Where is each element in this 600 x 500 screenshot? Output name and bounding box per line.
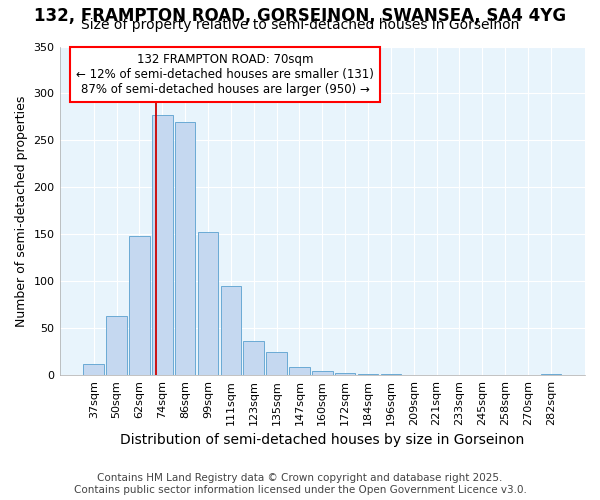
Bar [312, 372, 332, 375]
Bar [175, 122, 196, 375]
Text: Contains HM Land Registry data © Crown copyright and database right 2025.
Contai: Contains HM Land Registry data © Crown c… [74, 474, 526, 495]
Bar [289, 366, 310, 375]
Bar [358, 374, 378, 375]
Bar [83, 364, 104, 375]
X-axis label: Distribution of semi-detached houses by size in Gorseinon: Distribution of semi-detached houses by … [120, 434, 524, 448]
Text: 132, FRAMPTON ROAD, GORSEINON, SWANSEA, SA4 4YG: 132, FRAMPTON ROAD, GORSEINON, SWANSEA, … [34, 8, 566, 26]
Bar [335, 374, 355, 375]
Text: 132 FRAMPTON ROAD: 70sqm
← 12% of semi-detached houses are smaller (131)
87% of : 132 FRAMPTON ROAD: 70sqm ← 12% of semi-d… [76, 53, 374, 96]
Bar [380, 374, 401, 375]
Bar [129, 236, 150, 375]
Bar [198, 232, 218, 375]
Y-axis label: Number of semi-detached properties: Number of semi-detached properties [15, 95, 28, 326]
Bar [266, 352, 287, 375]
Bar [221, 286, 241, 375]
Bar [152, 115, 173, 375]
Bar [106, 316, 127, 375]
Bar [244, 342, 264, 375]
Text: Size of property relative to semi-detached houses in Gorseinon: Size of property relative to semi-detach… [81, 18, 519, 32]
Bar [541, 374, 561, 375]
